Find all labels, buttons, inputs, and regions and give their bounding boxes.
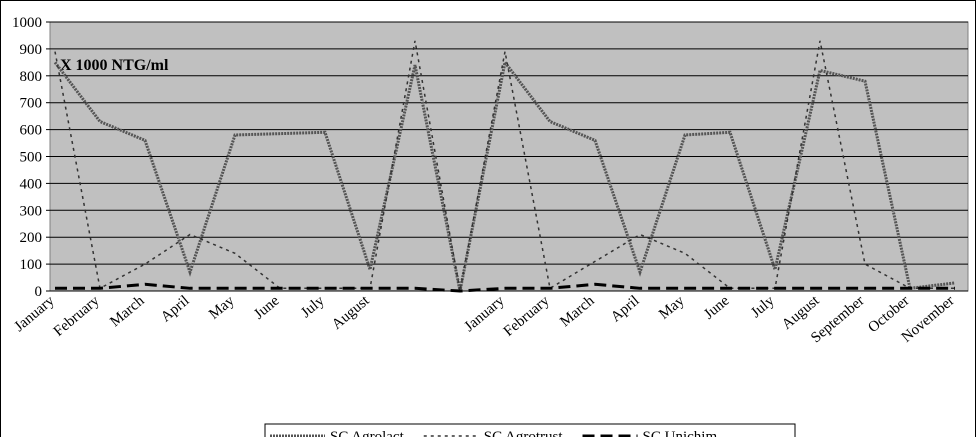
y-tick-label: 800 xyxy=(20,69,43,85)
y-tick-label: 400 xyxy=(20,176,43,192)
series-line xyxy=(53,58,956,292)
y-tick-label: 300 xyxy=(20,203,43,219)
y-tick-label: 0 xyxy=(35,284,43,300)
legend-label: SC Unichim xyxy=(643,429,718,437)
annotation: X 1000 NTG/ml xyxy=(60,57,169,74)
y-tick-label: 1000 xyxy=(12,15,42,31)
y-tick-label: 600 xyxy=(20,123,43,139)
y-tick-label: 700 xyxy=(20,96,43,112)
legend: SC Agrolact SC Agrotrust SC Unichim xyxy=(264,423,796,442)
series-line xyxy=(55,282,955,293)
y-tick-label: 100 xyxy=(20,257,43,273)
series-line xyxy=(54,40,955,292)
y-tick-label: 500 xyxy=(20,150,43,166)
legend-label: SC Agrotrust xyxy=(484,429,564,437)
legend-label: SC Agrolact xyxy=(330,429,405,437)
y-tick-label: 900 xyxy=(20,42,43,58)
y-tick-label: 200 xyxy=(20,230,43,246)
